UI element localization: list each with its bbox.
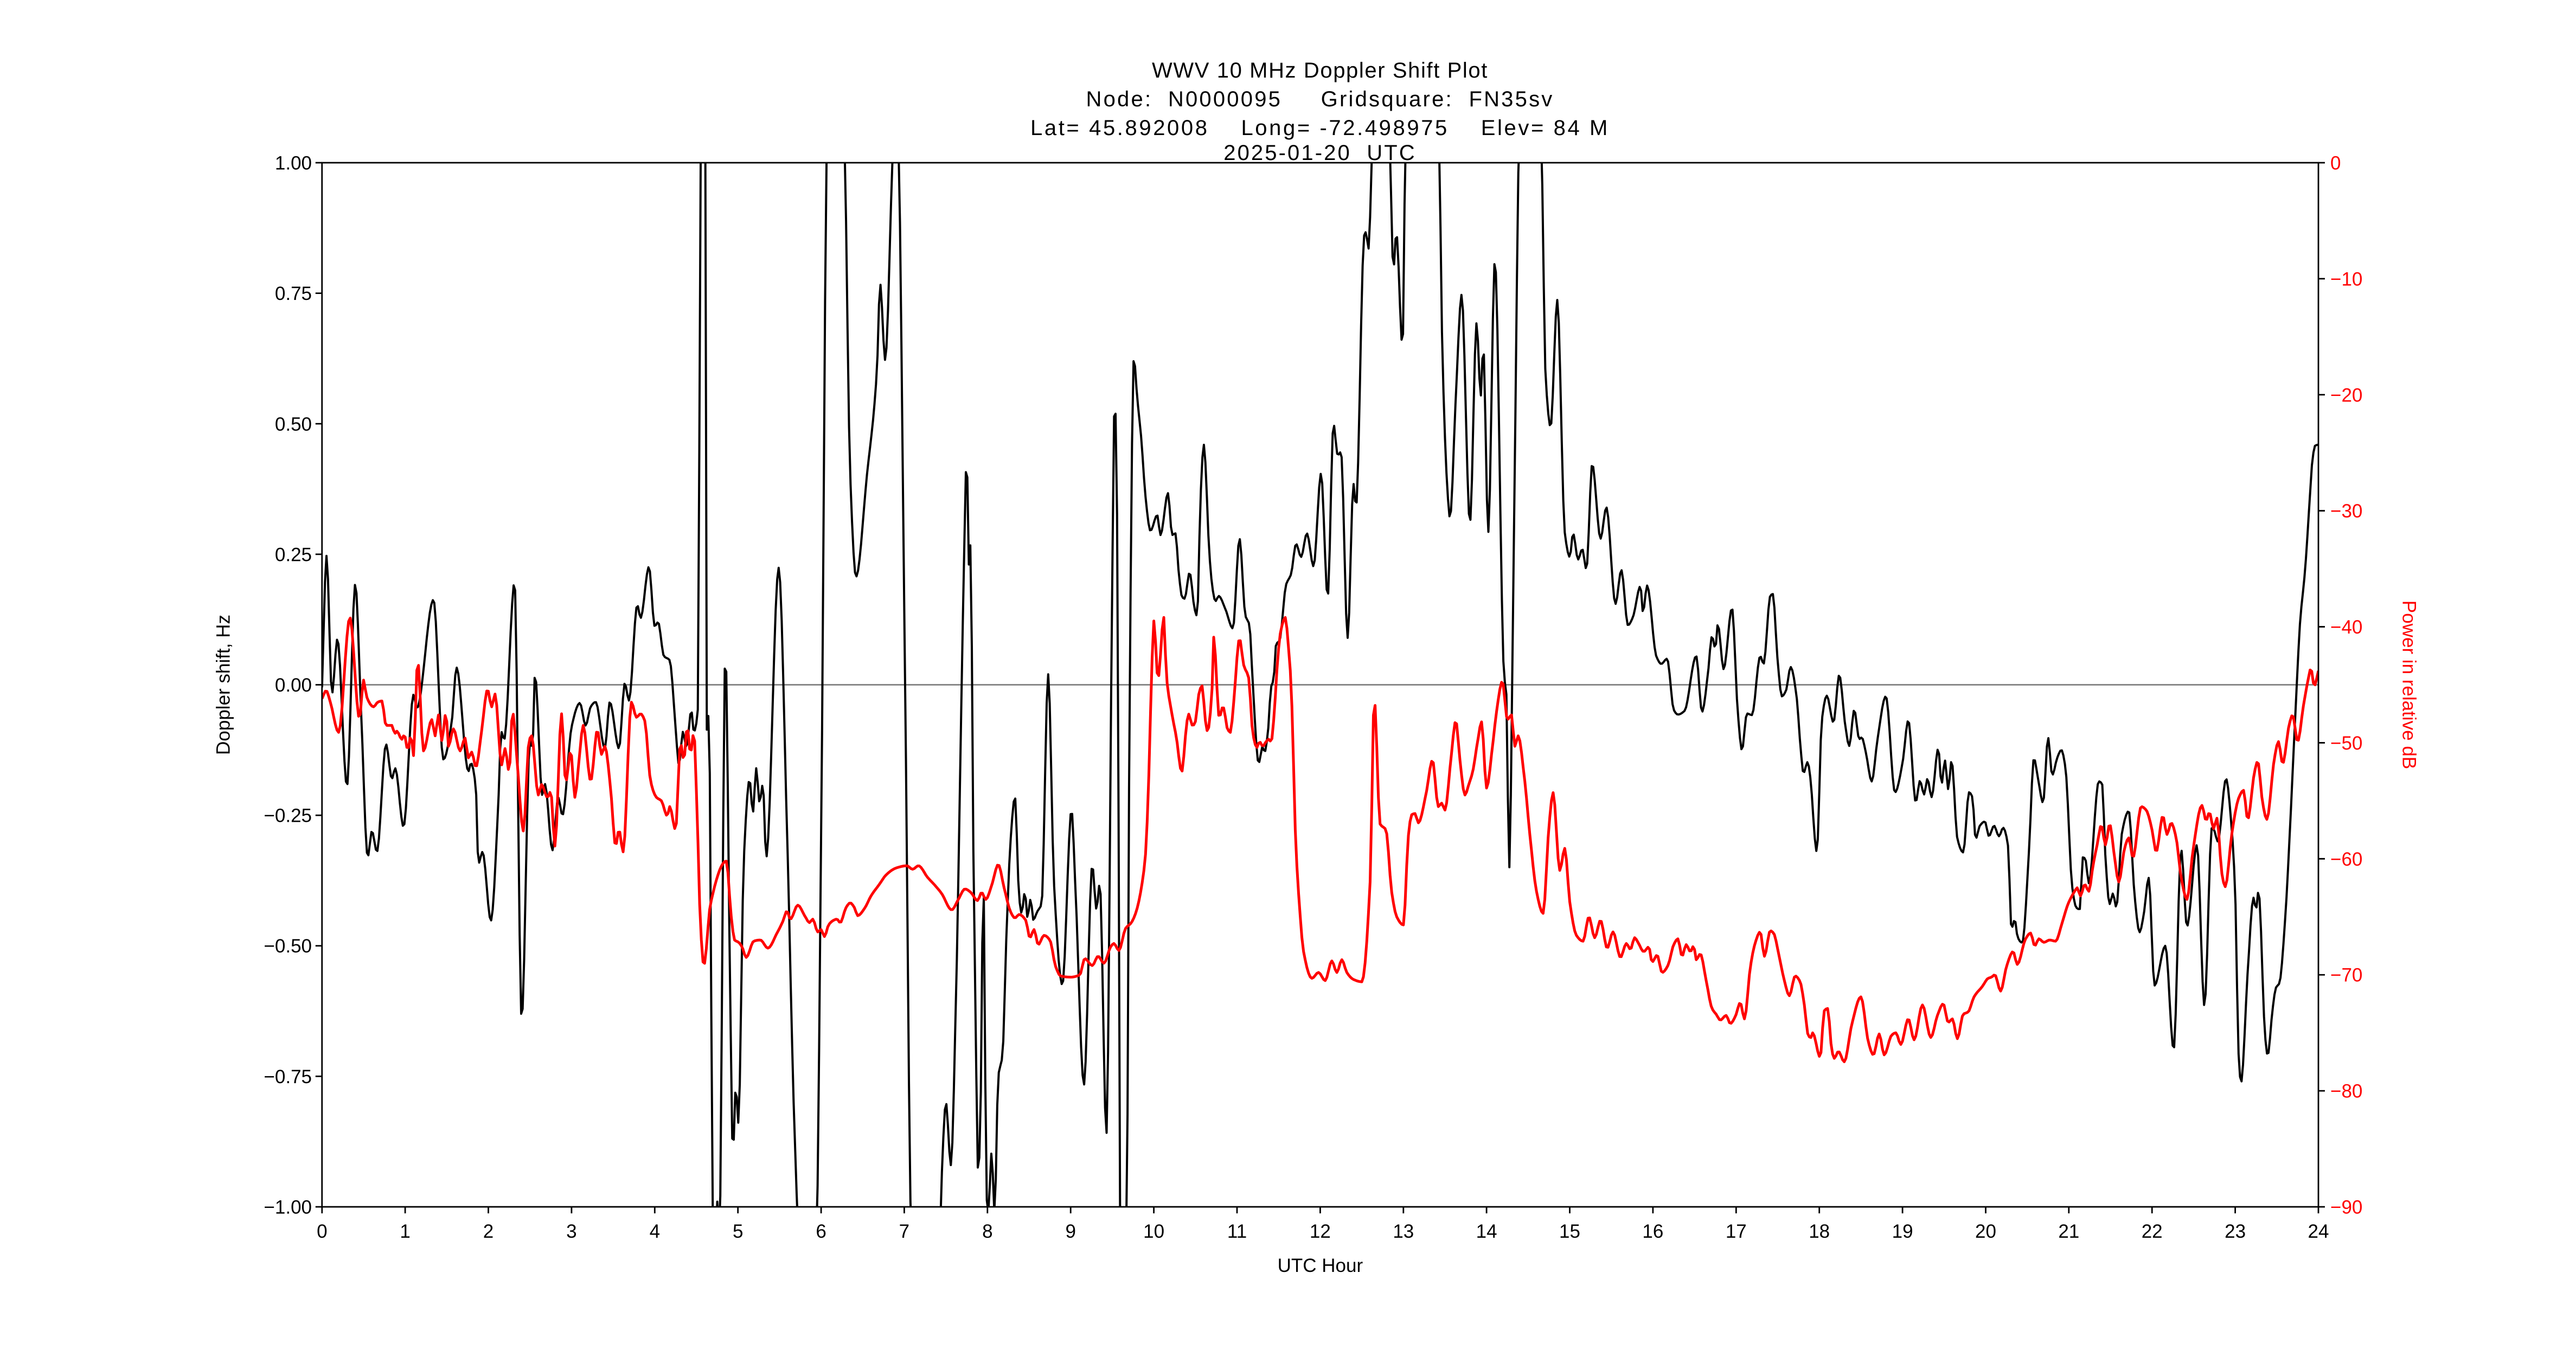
svg-text:−1.00: −1.00	[264, 1197, 312, 1218]
svg-text:−30: −30	[2330, 501, 2362, 522]
svg-text:3: 3	[566, 1221, 576, 1242]
svg-text:0.75: 0.75	[275, 283, 312, 304]
svg-text:12: 12	[1310, 1221, 1331, 1242]
svg-text:2025-01-20 UTC: 2025-01-20 UTC	[1223, 141, 1417, 165]
svg-text:10: 10	[1143, 1221, 1164, 1242]
svg-text:14: 14	[1476, 1221, 1497, 1242]
svg-text:−10: −10	[2330, 268, 2362, 290]
svg-text:−80: −80	[2330, 1081, 2362, 1102]
svg-text:23: 23	[2225, 1221, 2246, 1242]
svg-text:20: 20	[1975, 1221, 1996, 1242]
svg-text:1.00: 1.00	[275, 153, 312, 174]
svg-text:Node: N0000095 Gridsquare: Node: N0000095 Gridsquare: FN35sv	[1086, 87, 1554, 111]
svg-text:−0.75: −0.75	[264, 1066, 312, 1088]
svg-text:0.00: 0.00	[275, 675, 312, 696]
svg-text:19: 19	[1892, 1221, 1913, 1242]
svg-text:0: 0	[2330, 153, 2341, 174]
svg-text:21: 21	[2058, 1221, 2079, 1242]
svg-text:−50: −50	[2330, 733, 2362, 754]
svg-text:−70: −70	[2330, 965, 2362, 986]
svg-text:−90: −90	[2330, 1197, 2362, 1218]
svg-text:UTC Hour: UTC Hour	[1278, 1255, 1363, 1276]
svg-text:5: 5	[733, 1221, 743, 1242]
svg-text:Lat= 45.892008 Long= -72.49: Lat= 45.892008 Long= -72.498975 Elev= 84…	[1030, 116, 1610, 140]
svg-text:11: 11	[1227, 1221, 1247, 1242]
svg-text:17: 17	[1726, 1221, 1747, 1242]
svg-text:8: 8	[982, 1221, 992, 1242]
svg-text:Doppler shift, Hz: Doppler shift, Hz	[213, 615, 234, 755]
svg-text:−60: −60	[2330, 849, 2362, 870]
svg-text:16: 16	[1642, 1221, 1663, 1242]
svg-text:−40: −40	[2330, 617, 2362, 638]
svg-text:−0.25: −0.25	[264, 805, 312, 827]
svg-text:15: 15	[1559, 1221, 1580, 1242]
svg-text:2: 2	[483, 1221, 494, 1242]
svg-text:−0.50: −0.50	[264, 936, 312, 957]
svg-text:6: 6	[816, 1221, 826, 1242]
svg-text:0.25: 0.25	[275, 544, 312, 565]
svg-text:22: 22	[2142, 1221, 2163, 1242]
svg-text:24: 24	[2308, 1221, 2329, 1242]
svg-text:18: 18	[1809, 1221, 1830, 1242]
svg-text:9: 9	[1065, 1221, 1075, 1242]
svg-text:WWV 10 MHz Doppler Shift Plot: WWV 10 MHz Doppler Shift Plot	[1152, 59, 1488, 82]
svg-text:−20: −20	[2330, 385, 2362, 406]
svg-text:Power in relative dB: Power in relative dB	[2399, 600, 2420, 769]
svg-text:7: 7	[899, 1221, 909, 1242]
svg-text:4: 4	[650, 1221, 660, 1242]
svg-text:13: 13	[1393, 1221, 1414, 1242]
svg-text:0.50: 0.50	[275, 414, 312, 435]
svg-text:0: 0	[317, 1221, 327, 1242]
svg-text:1: 1	[400, 1221, 410, 1242]
